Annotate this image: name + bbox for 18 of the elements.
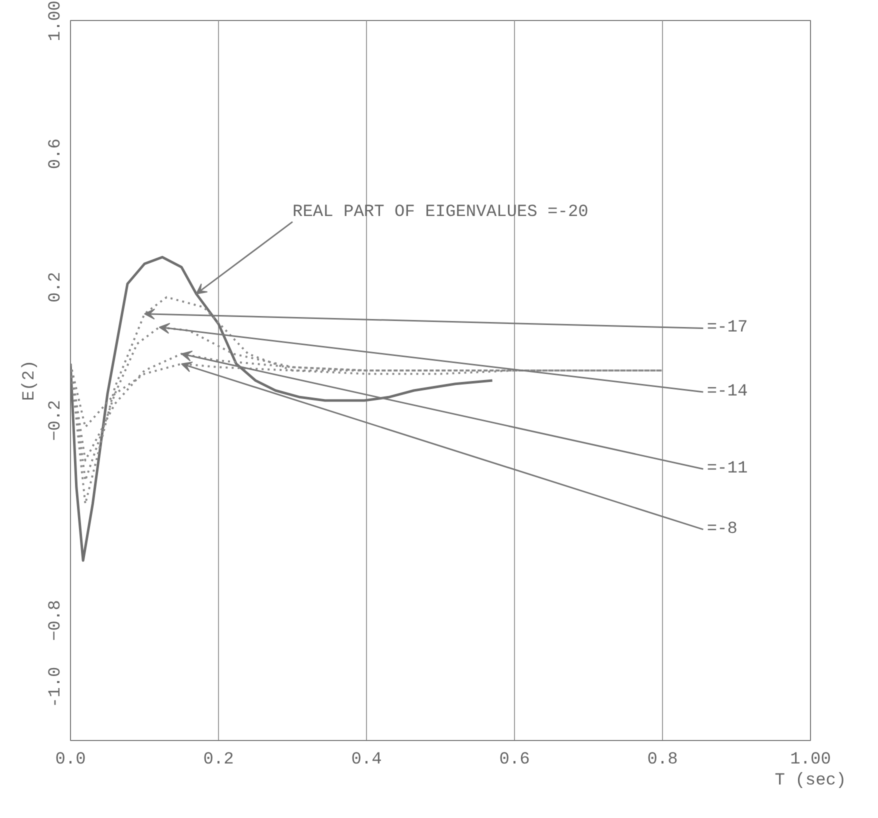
x-tick-label: 0.8 — [647, 750, 678, 770]
annotation: =-8 — [706, 520, 738, 539]
y-tick-label: −0.2 — [46, 400, 66, 441]
y-tick-label: 0.2 — [46, 272, 66, 302]
y-axis-title: E(2) — [20, 360, 40, 401]
x-tick-label: 0.2 — [203, 750, 234, 770]
y-tick-label: −0.8 — [46, 600, 66, 641]
x-tick-label: 0.4 — [351, 750, 382, 770]
x-axis-title: T (sec) — [774, 772, 846, 790]
y-tick-label: 1.00 — [46, 0, 66, 42]
annotation: =-14 — [706, 382, 748, 402]
x-tick-label: 0.0 — [55, 750, 86, 770]
y-tick-label: 0.6 — [46, 138, 66, 170]
annotation: =-17 — [706, 318, 748, 338]
x-tick-label: 0.6 — [499, 750, 530, 770]
annotation: =-11 — [706, 460, 748, 479]
y-tick-label: -1.0 — [46, 666, 66, 708]
x-tick-label: 1.00 — [790, 750, 831, 770]
